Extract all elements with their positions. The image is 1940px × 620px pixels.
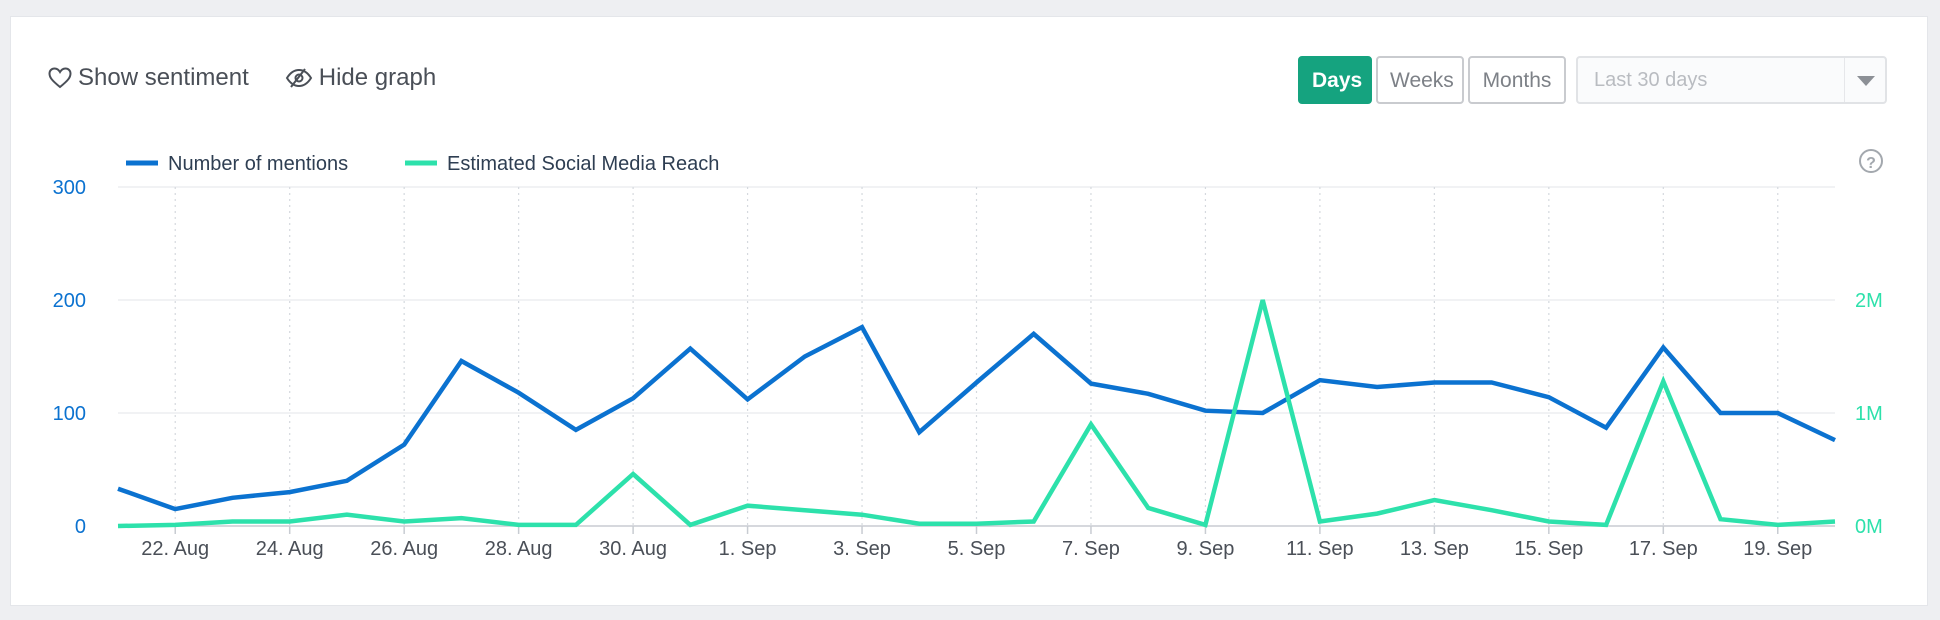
y-right-tick-label: 1M bbox=[1855, 403, 1883, 425]
y-axis-left: 0 100 200 300 bbox=[53, 177, 86, 538]
legend-label: Number of mentions bbox=[168, 153, 348, 175]
hide-graph-button[interactable]: Hide graph bbox=[285, 64, 436, 92]
y-left-tick-label: 300 bbox=[53, 177, 86, 199]
x-tick-label: 9. Sep bbox=[1177, 538, 1235, 560]
x-tick-label: 17. Sep bbox=[1629, 538, 1698, 560]
period-days-button[interactable]: Days bbox=[1298, 56, 1372, 104]
chart-toolbar: Show sentiment Hide graph bbox=[48, 64, 436, 92]
svg-text:?: ? bbox=[1866, 155, 1876, 172]
help-icon[interactable]: ? bbox=[1859, 149, 1883, 173]
x-tick-label: 26. Aug bbox=[370, 538, 438, 560]
y-left-tick-label: 0 bbox=[75, 516, 86, 538]
period-weeks-button[interactable]: Weeks bbox=[1376, 56, 1464, 104]
x-tick-label: 24. Aug bbox=[256, 538, 324, 560]
chart-legend: Number of mentions Estimated Social Media… bbox=[126, 153, 719, 175]
chevron-down-icon[interactable] bbox=[1844, 58, 1885, 102]
x-axis: 22. Aug 24. Aug 26. Aug 28. Aug 30. Aug 1. Se… bbox=[118, 525, 1835, 560]
period-months-button[interactable]: Months bbox=[1468, 56, 1566, 104]
x-tick-label: 7. Sep bbox=[1062, 538, 1120, 560]
x-tick-label: 5. Sep bbox=[948, 538, 1006, 560]
x-tick-label: 1. Sep bbox=[719, 538, 777, 560]
eye-slash-icon bbox=[285, 68, 312, 88]
show-sentiment-button[interactable]: Show sentiment bbox=[48, 64, 249, 92]
chart-grid bbox=[118, 186, 1835, 526]
x-tick-label: 3. Sep bbox=[833, 538, 891, 560]
date-range-value: Last 30 days bbox=[1594, 69, 1708, 91]
legend-label: Estimated Social Media Reach bbox=[447, 153, 719, 175]
y-left-tick-label: 100 bbox=[53, 403, 86, 425]
series-line-mentions bbox=[117, 324, 1836, 512]
chart-lines bbox=[117, 299, 1836, 529]
x-tick-label: 22. Aug bbox=[141, 538, 209, 560]
heart-icon bbox=[48, 67, 72, 89]
y-axis-right: 0M 1M 2M bbox=[1855, 290, 1883, 538]
y-right-tick-label: 2M bbox=[1855, 290, 1883, 312]
mentions-chart-card bbox=[10, 16, 1928, 606]
show-sentiment-label: Show sentiment bbox=[78, 64, 249, 91]
series-line-social-media-reach bbox=[117, 299, 1836, 529]
x-tick-label: 13. Sep bbox=[1400, 538, 1469, 560]
x-tick-label: 15. Sep bbox=[1514, 538, 1583, 560]
x-tick-label: 19. Sep bbox=[1743, 538, 1812, 560]
y-right-tick-label: 0M bbox=[1855, 516, 1883, 538]
period-selector: Days Weeks Months bbox=[1298, 56, 1570, 104]
x-tick-label: 30. Aug bbox=[599, 538, 667, 560]
date-range-select[interactable]: Last 30 days bbox=[1576, 56, 1887, 104]
y-left-tick-label: 200 bbox=[53, 290, 86, 312]
x-tick-label: 28. Aug bbox=[485, 538, 553, 560]
hide-graph-label: Hide graph bbox=[318, 64, 437, 91]
x-tick-label: 11. Sep bbox=[1286, 538, 1353, 560]
